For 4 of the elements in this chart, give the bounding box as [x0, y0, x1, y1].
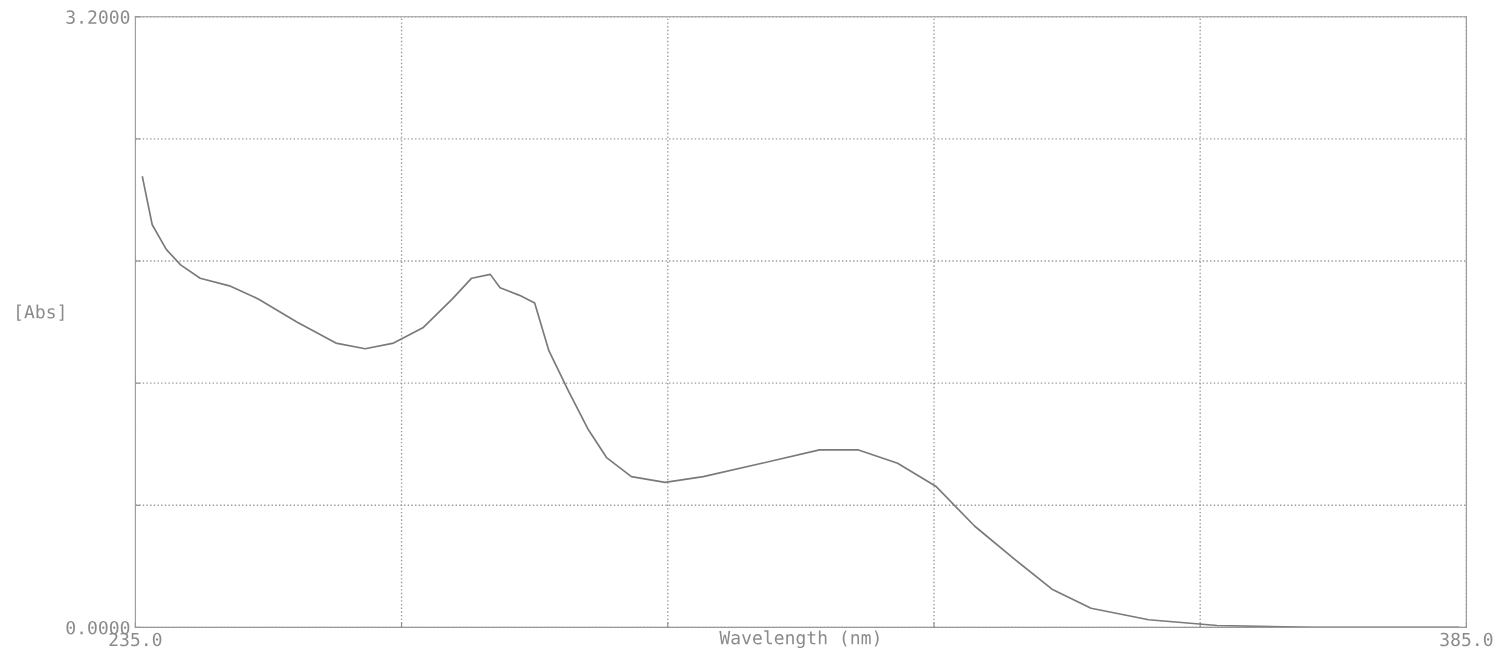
y-axis-title: [Abs] [17, 304, 64, 321]
x-tick-label: 385.0 [1440, 632, 1493, 647]
x-axis-title: Wavelength (nm) [719, 630, 879, 649]
y-tick-label: 3.2000 [66, 10, 130, 24]
